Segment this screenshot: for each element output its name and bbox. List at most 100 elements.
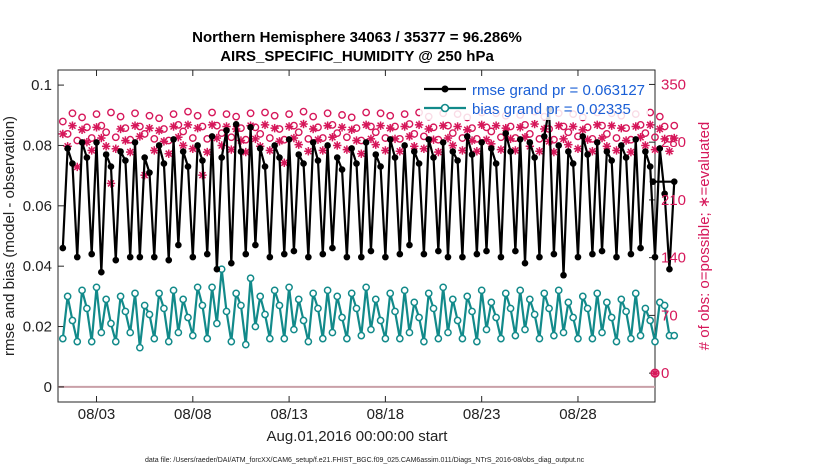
bias-point xyxy=(83,304,91,313)
rmse-point xyxy=(155,142,163,149)
obs-evaluated-point xyxy=(453,122,462,131)
bias-point xyxy=(145,310,154,319)
rmse-point xyxy=(425,136,433,143)
rmse-point xyxy=(569,160,577,167)
obs-evaluated-point xyxy=(559,134,568,144)
obs-possible-point xyxy=(497,133,505,142)
rmse-point xyxy=(430,154,437,161)
bias-point xyxy=(318,334,327,343)
bias-point xyxy=(265,334,274,343)
bias-point xyxy=(564,298,573,307)
obs-evaluated-point xyxy=(150,146,159,155)
rmse-point xyxy=(338,166,346,173)
obs-evaluated-point xyxy=(203,147,212,157)
bias-point xyxy=(184,313,192,322)
obs-possible-point xyxy=(448,129,457,138)
bias-point xyxy=(116,292,125,301)
obs-evaluated-point xyxy=(568,122,578,131)
rmse-point xyxy=(468,151,476,158)
y2-tick-label: 210 xyxy=(661,192,686,209)
obs-evaluated-point xyxy=(347,125,356,135)
obs-possible-point xyxy=(261,108,269,117)
obs-possible-point xyxy=(265,134,274,142)
bias-point xyxy=(270,286,279,295)
obs-evaluated-point xyxy=(145,123,154,133)
bias-point xyxy=(232,289,240,298)
rmse-point xyxy=(252,241,259,249)
bias-point xyxy=(174,328,183,337)
bias-point xyxy=(636,331,645,340)
rmse-point xyxy=(122,157,129,164)
obs-possible-point xyxy=(193,111,202,120)
obs-possible-point xyxy=(256,130,265,138)
bias-point xyxy=(501,289,510,298)
rmse-point xyxy=(661,190,668,198)
rmse-point xyxy=(203,250,211,258)
bias-point xyxy=(429,304,438,313)
obs-evaluated-point xyxy=(121,136,130,145)
rmse-point xyxy=(516,136,524,143)
legend: rmse grand pr = 0.063127 bias grand pr =… xyxy=(420,78,648,120)
obs-evaluated-point xyxy=(333,141,342,150)
obs-evaluated-point xyxy=(419,144,429,153)
obs-evaluated-point xyxy=(308,124,318,134)
rmse-point xyxy=(242,250,250,258)
bias-point xyxy=(198,301,207,310)
rmse-point xyxy=(656,145,664,152)
bias-point xyxy=(386,289,395,298)
obs-evaluated-point xyxy=(477,120,486,130)
rmse-point xyxy=(59,244,67,252)
rmse-point xyxy=(179,148,187,155)
bias-point xyxy=(574,334,582,343)
bias-point xyxy=(424,289,433,298)
rmse-point xyxy=(435,247,442,255)
rmse-point xyxy=(64,145,71,152)
rmse-point xyxy=(555,142,563,149)
bias-point xyxy=(463,292,472,301)
obs-possible-point xyxy=(246,109,255,118)
bias-point xyxy=(213,319,221,328)
obs-evaluated-point xyxy=(352,136,361,145)
bias-point xyxy=(410,298,419,307)
bias-point xyxy=(468,307,476,316)
rmse-point xyxy=(107,163,115,170)
bias-point xyxy=(304,337,313,346)
rmse-point xyxy=(550,250,558,258)
rmse-point xyxy=(651,253,659,261)
rmse-point xyxy=(459,253,466,261)
rmse-point xyxy=(112,256,120,264)
obs-possible-point xyxy=(222,110,231,119)
obs-possible-point xyxy=(338,111,346,119)
rmse-point xyxy=(574,253,582,261)
obs-evaluated-point xyxy=(645,120,655,130)
obs-possible-point xyxy=(612,134,621,142)
obs-possible-point xyxy=(92,110,101,119)
bias-point xyxy=(155,289,163,298)
rmse-point xyxy=(507,148,514,155)
rmse-point xyxy=(266,253,274,261)
y2-tick-label: 70 xyxy=(661,307,678,324)
chart-title: Northern Hemisphere 34063 / 35377 = 96.2… xyxy=(192,29,522,46)
obs-evaluated-point xyxy=(154,126,164,135)
legend-box xyxy=(420,78,648,120)
rmse-point xyxy=(406,241,413,249)
obs-evaluated-point xyxy=(116,124,125,134)
bias-point xyxy=(622,307,630,316)
rmse-point xyxy=(666,265,673,273)
obs-evaluated-point xyxy=(530,119,539,129)
rmse-point xyxy=(329,244,336,252)
bias-point xyxy=(150,334,159,343)
rmse-point xyxy=(396,250,404,258)
obs-evaluated-point xyxy=(77,125,87,135)
obs-possible-point xyxy=(294,128,303,137)
rmse-point xyxy=(488,145,495,152)
bias-point xyxy=(617,295,626,304)
obs-evaluated-point xyxy=(251,134,260,144)
rmse-point xyxy=(642,148,649,155)
bias-point xyxy=(107,319,115,328)
obs-possible-point xyxy=(116,112,125,121)
bias-point xyxy=(477,286,486,295)
bias-point xyxy=(343,334,351,343)
obs-evaluated-point xyxy=(82,137,92,147)
bias-point xyxy=(641,304,650,313)
